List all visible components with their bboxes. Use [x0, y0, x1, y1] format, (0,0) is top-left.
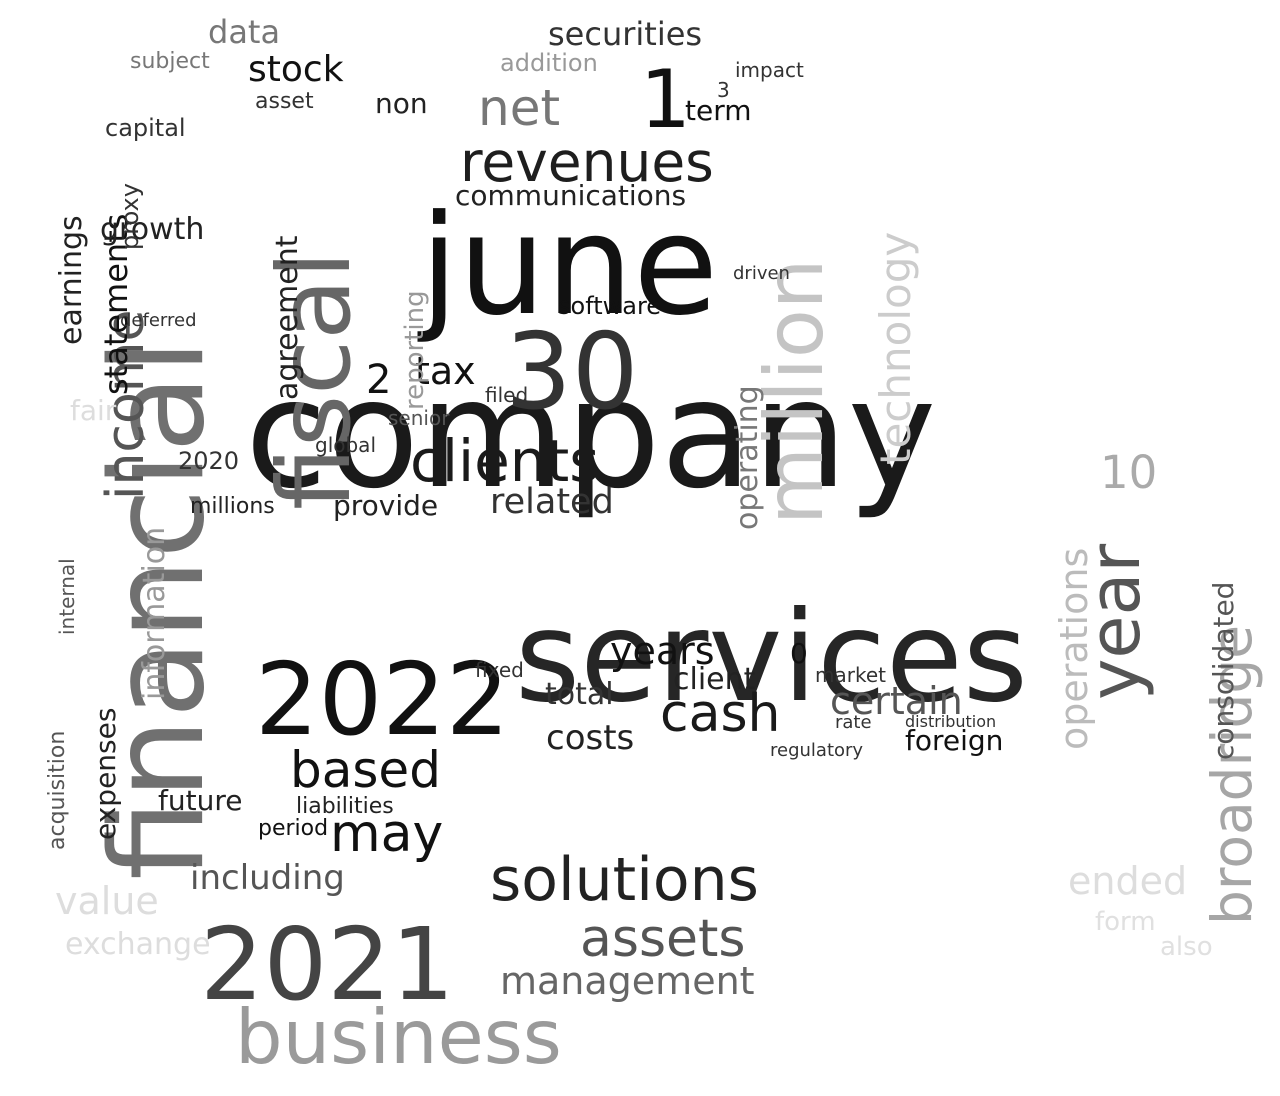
cloud-word: proxy [116, 183, 144, 250]
cloud-word: assets [580, 909, 746, 969]
cloud-word: millions [190, 494, 275, 519]
cloud-word: impact [735, 58, 804, 82]
cloud-word: may [330, 804, 444, 864]
cloud-word: form [1095, 907, 1156, 937]
cloud-word: period [258, 816, 329, 841]
cloud-word: capital [105, 114, 186, 142]
cloud-word: value [55, 879, 159, 923]
cloud-word: related [490, 482, 614, 522]
cloud-word: also [1160, 932, 1213, 962]
cloud-word: deferred [120, 310, 197, 331]
cloud-word: years [610, 629, 715, 673]
cloud-word: global [315, 433, 376, 457]
cloud-word: 0 [790, 637, 808, 670]
cloud-word: software [558, 292, 662, 320]
cloud-word: 1 [640, 53, 691, 146]
cloud-word: liabilities [296, 794, 394, 819]
cloud-word: communications [455, 179, 687, 212]
cloud-word: 3 [717, 78, 730, 102]
cloud-word: technology [871, 231, 920, 465]
cloud-word: rate [835, 712, 872, 733]
cloud-word: provide [333, 489, 439, 522]
cloud-word: costs [546, 718, 635, 758]
cloud-word: 2020 [178, 447, 240, 475]
cloud-word: senior [388, 406, 450, 430]
cloud-word: internal [55, 558, 79, 635]
cloud-word: market [815, 663, 886, 687]
cloud-word: operating [730, 385, 765, 530]
cloud-word: stock [248, 49, 344, 90]
cloud-word: consolidated [1207, 581, 1240, 760]
cloud-word: tax [415, 349, 476, 393]
cloud-word: foreign [905, 724, 1004, 757]
cloud-word: expenses [89, 707, 122, 840]
cloud-word: data [208, 13, 281, 51]
cloud-word: exchange [65, 927, 211, 962]
cloud-word: cash [660, 684, 781, 744]
cloud-word: distribution [905, 712, 997, 731]
cloud-word: regulatory [770, 740, 864, 761]
cloud-word: addition [500, 49, 598, 77]
cloud-word: clients [410, 427, 600, 495]
cloud-word: agreement [270, 235, 305, 400]
cloud-word: management [500, 959, 755, 1003]
cloud-word: 10 [1100, 446, 1158, 499]
cloud-word: june [420, 185, 719, 346]
cloud-word: 2022 [255, 641, 510, 758]
cloud-word: 2 [366, 357, 392, 403]
cloud-word: filed [485, 383, 529, 407]
cloud-word: certain [830, 679, 963, 723]
cloud-word: term [685, 94, 752, 127]
cloud-word: reporting [400, 290, 430, 410]
cloud-word: 30 [505, 311, 639, 433]
cloud-word: earnings [54, 215, 89, 345]
cloud-word: million [748, 258, 841, 525]
cloud-word: client [673, 662, 756, 697]
cloud-word: company [245, 348, 937, 522]
cloud-word: future [158, 784, 243, 817]
cloud-word: services [515, 585, 1028, 730]
cloud-word: growth [100, 212, 205, 247]
cloud-word: operations [1052, 547, 1096, 750]
cloud-word: based [290, 741, 441, 799]
cloud-word: including [190, 858, 345, 898]
cloud-word: total [545, 677, 614, 712]
cloud-word: net [478, 79, 561, 137]
cloud-word: acquisition [45, 730, 70, 850]
cloud-word: fair [70, 394, 117, 427]
cloud-word: information [137, 526, 172, 700]
cloud-word: driven [733, 263, 790, 284]
cloud-word: business [235, 993, 562, 1081]
cloud-word: non [375, 87, 428, 120]
cloud-word: ended [1068, 859, 1188, 903]
cloud-word: revenues [460, 130, 714, 194]
cloud-word: asset [255, 89, 314, 114]
cloud-word: securities [548, 15, 703, 53]
cloud-word: fixed [475, 658, 524, 682]
cloud-word: solutions [490, 845, 759, 915]
cloud-word: subject [130, 49, 210, 74]
cloud-word: 2021 [200, 906, 455, 1023]
